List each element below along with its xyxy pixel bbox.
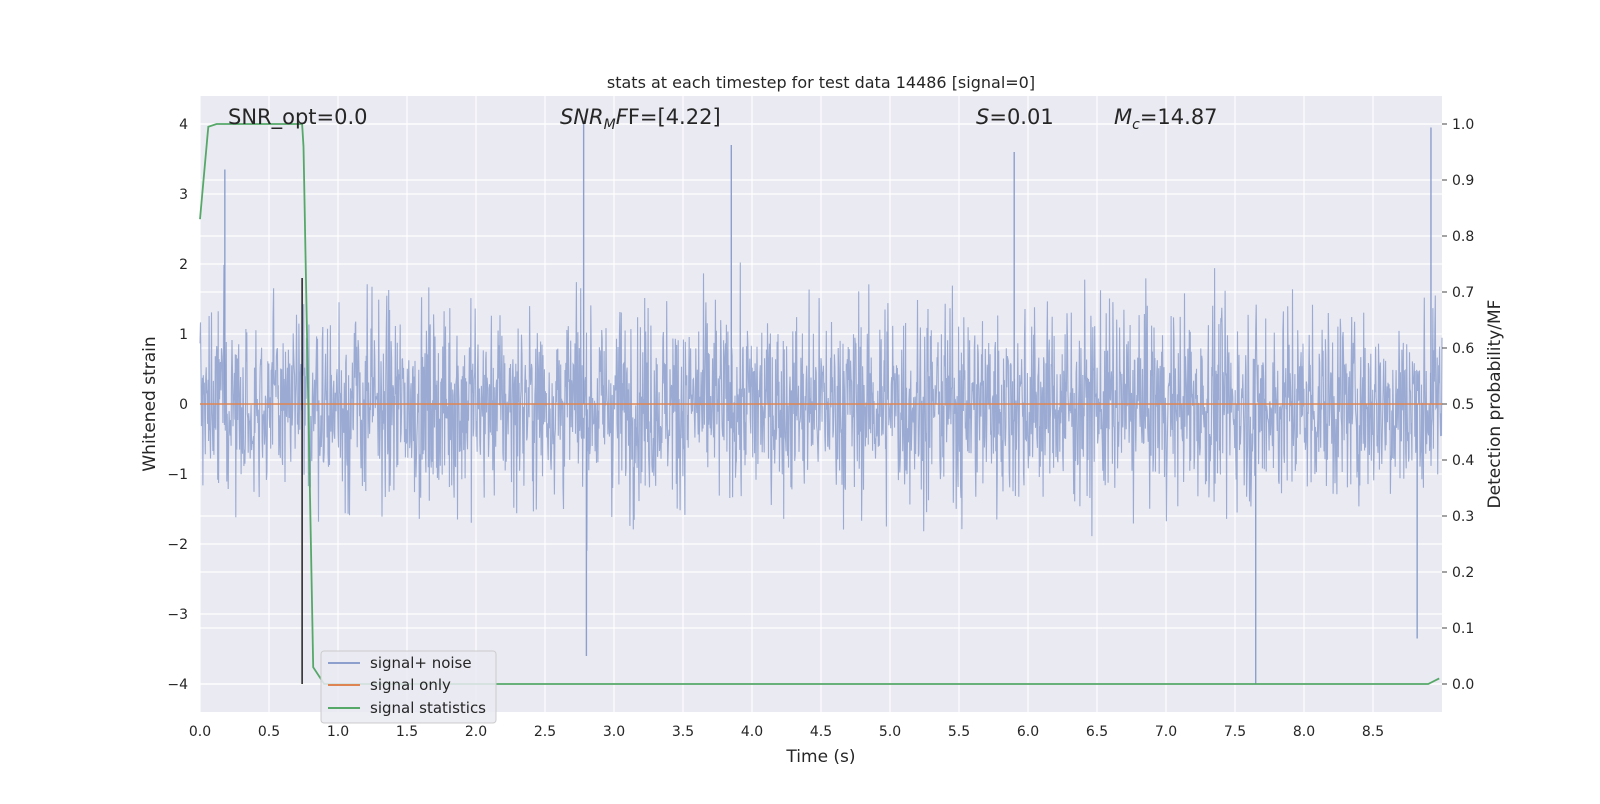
y-right-tick-label: 0.1 [1452,621,1474,637]
annotation-mc: Mc=14.87 [1114,105,1218,133]
legend: signal+ noise signal only signal statist… [320,650,497,724]
y-right-tick-label: 0.9 [1452,173,1474,189]
y-left-tick-label: 3 [179,187,188,203]
x-tick-label: 1.5 [396,724,418,740]
y-right-tick-label: 0.2 [1452,565,1474,581]
y-right-tick-label: 0.0 [1452,677,1474,693]
y-left-axis-ticks: −4 −3 −2 −1 0 1 2 3 4 [167,117,188,693]
annotation-snr-opt: SNR_opt=0.0 [228,105,368,130]
legend-label-signal-only: signal only [370,676,451,694]
y-right-tick-label: 1.0 [1452,117,1474,133]
x-tick-label: 7.5 [1224,724,1246,740]
x-tick-label: 2.5 [534,724,556,740]
y-left-axis-label: Whitened strain [140,336,160,471]
series-signal-noise [199,262,1443,551]
x-tick-label: 7.0 [1155,724,1177,740]
y-right-tick-label: 0.5 [1452,397,1474,413]
x-axis-label: Time (s) [785,747,855,767]
y-right-axis-ticks: 0.0 0.1 0.2 0.3 0.4 0.5 0.6 0.7 0.8 0.9 1.0 [1442,117,1474,693]
y-right-tick-label: 0.8 [1452,229,1474,245]
x-tick-label: 4.0 [741,724,763,740]
x-tick-label: 5.0 [879,724,901,740]
x-tick-label: 6.5 [1086,724,1108,740]
y-left-tick-label: −4 [167,677,188,693]
x-tick-label: 3.5 [672,724,694,740]
x-tick-label: 0.0 [189,724,211,740]
y-left-tick-label: 0 [179,397,188,413]
y-right-tick-label: 0.3 [1452,509,1474,525]
x-tick-label: 0.5 [258,724,280,740]
x-tick-label: 2.0 [465,724,487,740]
legend-label-signal-noise: signal+ noise [370,654,472,672]
y-left-tick-label: 1 [179,327,188,343]
y-right-axis-label: Detection probability/MF [1485,300,1505,509]
y-left-tick-label: −1 [167,467,188,483]
x-tick-label: 4.5 [810,724,832,740]
annotation-s: S=0.01 [976,105,1054,129]
annotation-snr-mf: SNRMFF=[4.22] [560,105,721,133]
legend-box [320,650,497,724]
x-tick-label: 6.0 [1017,724,1039,740]
x-tick-label: 1.0 [327,724,349,740]
x-tick-label: 8.0 [1293,724,1315,740]
y-left-tick-label: 2 [179,257,188,273]
y-right-tick-label: 0.7 [1452,285,1474,301]
x-tick-label: 5.5 [948,724,970,740]
y-right-tick-label: 0.6 [1452,341,1474,357]
y-right-tick-label: 0.4 [1452,453,1474,469]
y-left-tick-label: −3 [167,607,188,623]
chart-title: stats at each timestep for test data 144… [607,73,1035,92]
series-signal-statistics [199,123,1440,685]
x-tick-label: 3.0 [603,724,625,740]
x-axis-ticks: 0.0 0.5 1.0 1.5 2.0 2.5 3.0 3.5 4.0 4.5 5.0 5.5 6.0 6… [189,724,1384,740]
series-layer [199,123,1443,685]
y-left-tick-label: 4 [179,117,188,133]
x-tick-label: 8.5 [1362,724,1384,740]
y-left-tick-label: −2 [167,537,188,553]
legend-label-signal-statistics: signal statistics [370,699,486,717]
